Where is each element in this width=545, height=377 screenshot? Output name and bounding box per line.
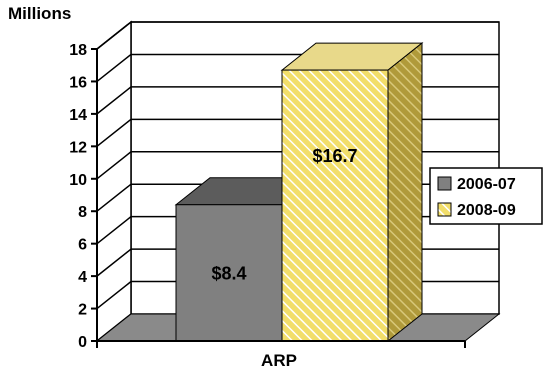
legend-swatch xyxy=(437,176,452,191)
y-axis-label: Millions xyxy=(8,4,72,23)
y-axis: 0 2 4 6 8 10 12 14 16 18 xyxy=(69,42,98,351)
y-tick-label: 16 xyxy=(69,74,87,91)
y-tick-label: 18 xyxy=(69,42,87,59)
x-category-label: ARP xyxy=(261,351,297,370)
y-tick-label: 12 xyxy=(69,139,87,156)
legend-swatch xyxy=(437,202,452,217)
data-labels: $8.4 $16.7 xyxy=(211,146,357,283)
side-wall xyxy=(96,20,132,343)
bar-front xyxy=(175,204,283,342)
y-tick-label: 6 xyxy=(78,237,87,254)
y-tick-label: 4 xyxy=(78,269,87,286)
data-label: $16.7 xyxy=(312,146,357,166)
data-label: $8.4 xyxy=(211,264,246,284)
bar-front xyxy=(281,69,389,342)
y-tick-label: 8 xyxy=(78,204,87,221)
y-tick-label: 10 xyxy=(69,172,87,189)
y-tick-label: 2 xyxy=(78,302,87,319)
bars xyxy=(174,42,424,343)
y-tick-label: 14 xyxy=(69,107,87,124)
x-axis: ARP xyxy=(96,340,466,370)
y-tick-label: 0 xyxy=(78,334,87,351)
bar-side xyxy=(387,42,423,343)
bar-2008-09 xyxy=(280,42,424,343)
legend: 2006-07 2008-09 xyxy=(429,167,543,225)
legend-entry: 2008-09 xyxy=(457,202,516,219)
gridline xyxy=(96,21,499,50)
legend-entry: 2006-07 xyxy=(457,176,516,193)
